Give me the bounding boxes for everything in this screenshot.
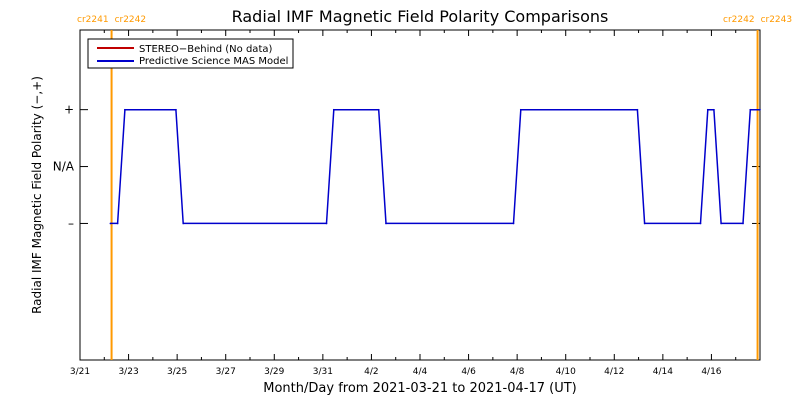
x-tick-label: 3/31 bbox=[313, 367, 333, 377]
series-layer bbox=[109, 108, 761, 225]
axis-ticks: 3/21 3/23 3/25 3/27 3/29 3/31 4/2 4/4 4/6 4/8 4/10… bbox=[53, 30, 760, 377]
series-point bbox=[720, 222, 722, 225]
y-tick-label: N/A bbox=[53, 160, 75, 174]
series-point bbox=[124, 108, 126, 111]
x-tick-label: 4/2 bbox=[364, 367, 378, 377]
series-point bbox=[713, 108, 715, 111]
series-point bbox=[759, 108, 761, 111]
legend-label-model: Predictive Science MAS Model bbox=[139, 56, 288, 67]
x-tick-label: 3/23 bbox=[118, 367, 138, 377]
carrington-label-right: cr2243 bbox=[761, 15, 793, 25]
series-point bbox=[109, 222, 112, 225]
x-tick-label: 4/10 bbox=[556, 367, 576, 377]
carrington-label-left: cr2241 bbox=[77, 15, 109, 25]
series-point bbox=[182, 222, 185, 225]
series-point bbox=[512, 222, 515, 225]
carrington-label-left: cr2242 bbox=[723, 15, 755, 25]
series-point bbox=[377, 108, 380, 111]
series-point bbox=[175, 108, 177, 111]
x-tick-label: 4/8 bbox=[510, 367, 525, 377]
series-point bbox=[332, 108, 335, 111]
series-point bbox=[706, 108, 709, 111]
legend-box bbox=[87, 38, 294, 69]
x-tick-label: 4/16 bbox=[701, 367, 721, 377]
x-tick-label: 4/12 bbox=[604, 367, 624, 377]
series-point bbox=[643, 222, 646, 225]
carrington-label-right: cr2242 bbox=[115, 15, 147, 25]
series-point bbox=[385, 222, 387, 225]
y-tick-label: + bbox=[64, 103, 74, 117]
legend-label-stereo: STEREO−Behind (No data) bbox=[139, 44, 272, 55]
y-tick-label: – bbox=[68, 216, 74, 230]
carrington-markers: cr2241 cr2242 cr2242 cr2243 bbox=[77, 15, 792, 360]
x-tick-label: 3/21 bbox=[70, 367, 90, 377]
series-point bbox=[519, 108, 522, 111]
series-point bbox=[636, 108, 639, 111]
series-point bbox=[699, 222, 702, 225]
series-line-mas-model bbox=[110, 108, 760, 225]
chart-title: Radial IMF Magnetic Field Polarity Compa… bbox=[232, 7, 609, 26]
legend: STEREO−Behind (No data) Predictive Scien… bbox=[87, 38, 294, 69]
x-tick-label: 4/4 bbox=[413, 367, 428, 377]
series-point bbox=[742, 222, 744, 225]
x-tick-label: 3/29 bbox=[264, 367, 284, 377]
y-axis-label: Radial IMF Magnetic Field Polarity (−,+) bbox=[30, 76, 44, 314]
series-point bbox=[116, 222, 119, 225]
x-tick-label: 4/6 bbox=[461, 367, 476, 377]
series-point bbox=[325, 222, 328, 225]
x-tick-label: 3/25 bbox=[167, 367, 187, 377]
x-tick-label: 4/14 bbox=[653, 367, 673, 377]
x-axis-label: Month/Day from 2021-03-21 to 2021-04-17 … bbox=[263, 381, 576, 396]
x-tick-label: 3/27 bbox=[216, 367, 236, 377]
series-point bbox=[749, 108, 752, 111]
